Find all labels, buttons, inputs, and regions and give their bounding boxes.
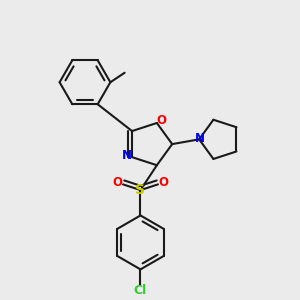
Text: N: N: [195, 132, 205, 145]
Text: O: O: [156, 114, 166, 127]
Text: N: N: [122, 149, 132, 162]
Text: Cl: Cl: [134, 284, 147, 297]
Text: O: O: [112, 176, 122, 189]
Text: O: O: [159, 176, 169, 189]
Text: S: S: [136, 183, 146, 197]
